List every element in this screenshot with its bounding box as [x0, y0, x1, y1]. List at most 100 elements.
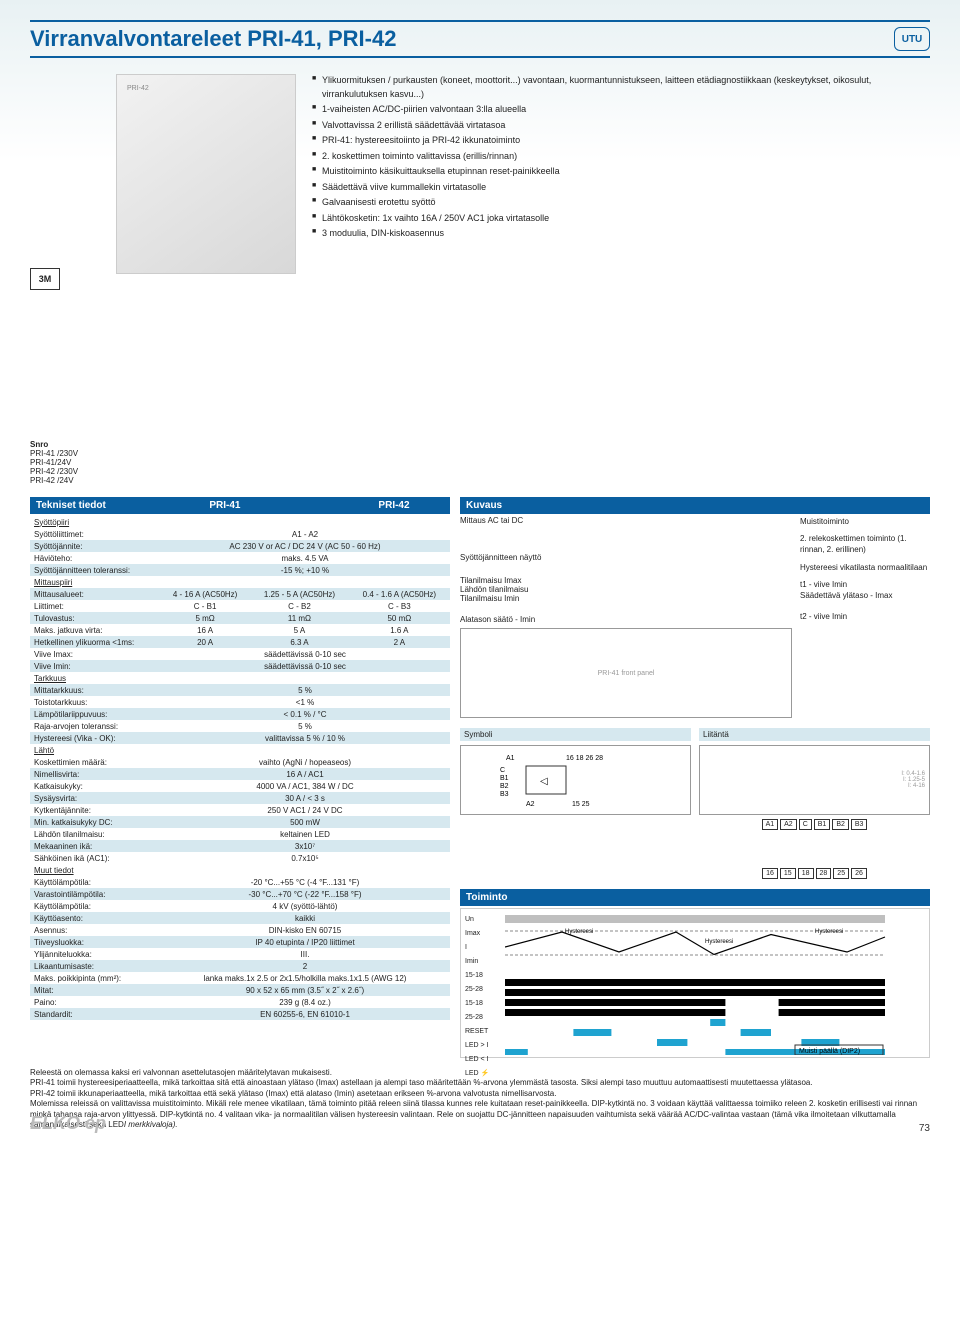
spec-row: Liittimet:C - B1C - B2C - B3: [30, 600, 450, 612]
terminal: B3: [851, 819, 868, 830]
kuvaus-imin: Tilanilmaisu Imin: [460, 594, 792, 603]
terminal: 15: [780, 868, 796, 879]
spec-row: Maks. poikkipinta (mm²):lanka maks.1x 2.…: [30, 972, 450, 984]
snro-row: PRI-41 /230V: [30, 449, 100, 458]
spec-row: Tarkkuus: [30, 672, 450, 684]
spec-row: Likaantumisaste:2: [30, 960, 450, 972]
snro-row: PRI-42 /24V: [30, 476, 100, 485]
svg-text:Hystereesi: Hystereesi: [705, 939, 733, 945]
product-photo: [116, 74, 296, 274]
snro-column: 3M Snro PRI-41 /230V PRI-41/24V PRI-42 /…: [30, 74, 100, 485]
chart-ylabel: LED > I: [465, 1039, 489, 1053]
doc-title: Virranvalvontareleet PRI-41, PRI-42: [30, 26, 396, 52]
spec-row: Raja-arvojen toleranssi:5 %: [30, 720, 450, 732]
logo-utu: UTU: [894, 27, 930, 51]
snro-row: PRI-42 /230V: [30, 467, 100, 476]
kuvaus-syotto: Syöttöjännitteen näyttö: [460, 553, 792, 562]
kr-ylataso: Säädettävä ylätaso - Imax: [800, 590, 930, 601]
spec-row: Viive Imin:säädettävissä 0-10 sec: [30, 660, 450, 672]
svg-text:Hystereesi: Hystereesi: [815, 929, 843, 935]
feature-bullet: PRI-41: hystereesitoiinto ja PRI-42 ikku…: [312, 134, 930, 148]
feature-bullet: Valvottavissa 2 erillistä säädettävää vi…: [312, 119, 930, 133]
svg-text:Hystereesi: Hystereesi: [565, 929, 593, 935]
terminal-row1: A1A2CB1B2B3: [699, 819, 930, 830]
svg-text:A2: A2: [526, 801, 535, 808]
badge-3m: 3M: [30, 268, 60, 290]
terminal: A2: [780, 819, 797, 830]
toiminto-header: Toiminto: [460, 889, 930, 906]
spec-row: Nimellisvirta:16 A / AC1: [30, 768, 450, 780]
feature-bullets: Ylikuormituksen / purkausten (koneet, mo…: [312, 74, 930, 485]
feature-bullet: 1-vaiheisten AC/DC-piirien valvontaan 3:…: [312, 103, 930, 117]
chart-ylabel: 15-18: [465, 969, 489, 983]
kuvaus-alataso: Alatason säätö - Imin: [460, 615, 792, 624]
kuvaus-header: Kuvaus: [460, 497, 930, 514]
svg-text:◁: ◁: [540, 776, 548, 787]
spec-row: Mittausalueet:4 - 16 A (AC50Hz)1.25 - 5 …: [30, 588, 450, 600]
chart-ylabel: Imin: [465, 955, 489, 969]
svg-text:B2: B2: [500, 783, 509, 790]
spec-row: Muut tiedot: [30, 864, 450, 876]
spec-row: Käyttöasento:kaikki: [30, 912, 450, 924]
chart-ylabel: 25-28: [465, 983, 489, 997]
spec-row: Tiiveysluokka:IP 40 etupinta / IP20 liit…: [30, 936, 450, 948]
spec-row: Lähdön tilanilmaisu:keltainen LED: [30, 828, 450, 840]
spec-row: Ylijänniteluokka:III.: [30, 948, 450, 960]
symboli-diagram: A116 18 26 28 ◁ CB1 B2B3 A215 25: [460, 745, 691, 815]
kr-t2: t2 - viive Imin: [800, 611, 930, 622]
spec-row: Käyttölämpötila:4 kV (syöttö-lähtö): [30, 900, 450, 912]
spec-row: Lämpötilariippuvuus:< 0.1 % / °C: [30, 708, 450, 720]
chart-ylabel: Imax: [465, 927, 489, 941]
chart-ylabel: LED ⚡: [465, 1067, 489, 1081]
terminal: 28: [816, 868, 832, 879]
page-number: 73: [919, 1123, 930, 1134]
terminal: B2: [832, 819, 849, 830]
toiminto-chart: UnImaxIImin15-1825-2815-1825-28RESETLED …: [460, 908, 930, 1058]
feature-bullet: Lähtökosketin: 1x vaihto 16A / 250V AC1 …: [312, 212, 930, 226]
terminal: 26: [851, 868, 867, 879]
chart-ylabel: 25-28: [465, 1011, 489, 1025]
spec-row: Varastointilämpötila:-30 °C...+70 °C (-2…: [30, 888, 450, 900]
kuvaus-lahdon: Lähdön tilanilmaisu: [460, 585, 792, 594]
kuvaus-imax: Tilanilmaisu Imax: [460, 576, 792, 585]
svg-text:C: C: [500, 767, 505, 774]
svg-text:16 18 26 28: 16 18 26 28: [566, 755, 603, 762]
product-photo-column: [116, 74, 296, 485]
spec-row: Häviöteho:maks. 4.5 VA: [30, 552, 450, 564]
spec-row: Toistotarkkuus:<1 %: [30, 696, 450, 708]
spec-row: Min. katkaisukyky DC:500 mW: [30, 816, 450, 828]
kr-t1: t1 - viive Imin: [800, 579, 930, 590]
col-pri42: PRI-42: [344, 500, 444, 511]
terminal-row2: 161518282526: [699, 868, 930, 879]
svg-text:15 25: 15 25: [572, 801, 590, 808]
kuvaus-mittaus: Mittaus AC tai DC: [460, 516, 792, 525]
spec-row: Sysäysvirta:30 A / < 3 s: [30, 792, 450, 804]
spec-row: Koskettimien määrä:vaihto (AgNi / hopeas…: [30, 756, 450, 768]
spec-row: Mitat:90 x 52 x 65 mm (3.5˝ x 2˝ x 2.6˝): [30, 984, 450, 996]
spec-row: Hetkellinen ylikuorma <1ms:20 A6.3 A2 A: [30, 636, 450, 648]
spec-row: Syöttöpiiri: [30, 516, 450, 528]
svg-text:B1: B1: [500, 775, 509, 782]
spec-row: Katkaisukyky:4000 VA / AC1, 384 W / DC: [30, 780, 450, 792]
svg-text:Muisti päällä (DIP2): Muisti päällä (DIP2): [799, 1048, 860, 1055]
spec-row: Syöttöjännite:AC 230 V or AC / DC 24 V (…: [30, 540, 450, 552]
svg-text:B3: B3: [500, 791, 509, 798]
kr-muisti: Muistitoiminto: [800, 516, 930, 527]
frontpanel-diagram: PRI-41 front panel: [460, 628, 792, 718]
spec-row: Standardit:EN 60255-6, EN 61010-1: [30, 1008, 450, 1020]
spec-row: Kytkentäjännite:250 V AC1 / 24 V DC: [30, 804, 450, 816]
feature-bullet: 2. koskettimen toiminto valittavissa (er…: [312, 150, 930, 164]
spec-row: Paino:239 g (8.4 oz.): [30, 996, 450, 1008]
snro-header: Snro: [30, 440, 100, 449]
chart-ylabel: RESET: [465, 1025, 489, 1039]
spec-row: Viive Imax:säädettävissä 0-10 sec: [30, 648, 450, 660]
terminal: 16: [762, 868, 778, 879]
spec-row: Syöttöjännitteen toleranssi:-15 %; +10 %: [30, 564, 450, 576]
col-pri41: PRI-41: [150, 500, 300, 511]
feature-bullet: Galvaanisesti erotettu syöttö: [312, 196, 930, 210]
snro-row: PRI-41/24V: [30, 458, 100, 467]
spec-row: Hystereesi (Vika - OK):valittavissa 5 % …: [30, 732, 450, 744]
feature-bullet: 3 moduulia, DIN-kiskoasennus: [312, 227, 930, 241]
spec-row: Mittauspiiri: [30, 576, 450, 588]
kr-hyst: Hystereesi vikatilasta normaalitilaan: [800, 562, 930, 573]
